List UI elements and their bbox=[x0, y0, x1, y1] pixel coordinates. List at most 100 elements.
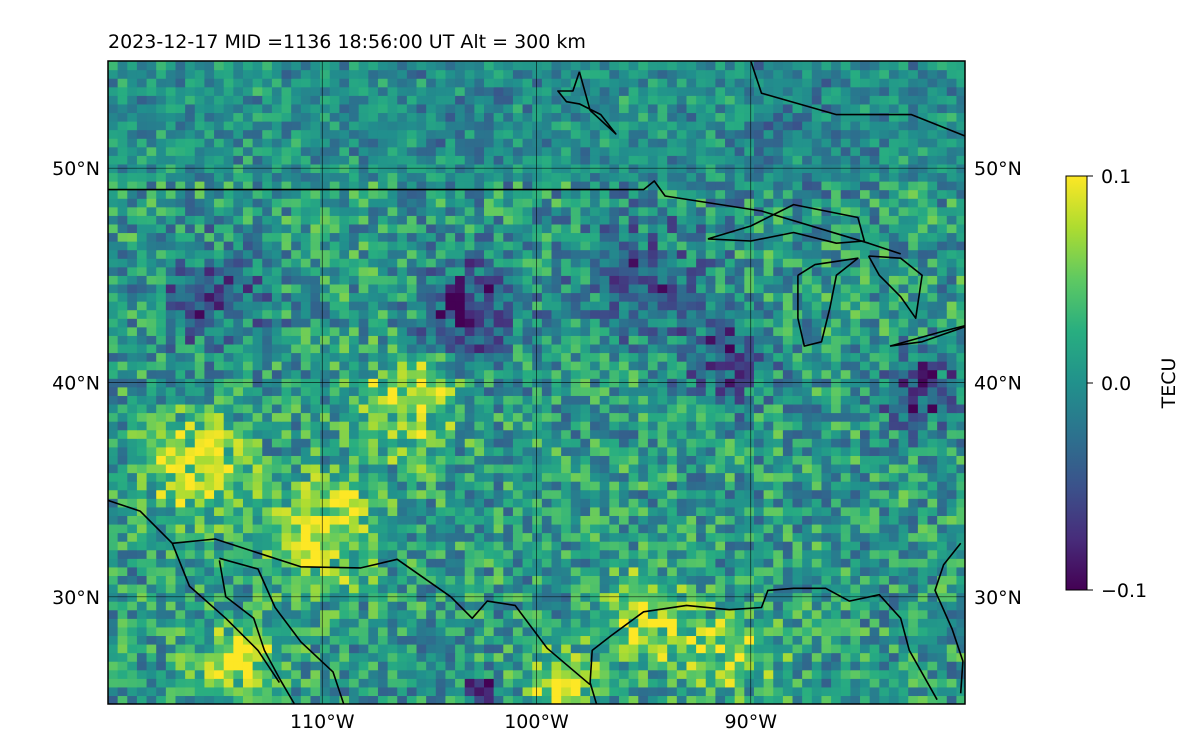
heatmap-cell bbox=[744, 626, 755, 637]
heatmap-cell bbox=[397, 481, 408, 491]
heatmap-cell bbox=[242, 549, 254, 559]
heatmap-cell bbox=[782, 335, 794, 345]
heatmap-cell bbox=[917, 232, 929, 242]
heatmap-cell bbox=[416, 275, 427, 285]
heatmap-cell bbox=[638, 549, 649, 559]
heatmap-cell bbox=[860, 343, 871, 354]
heatmap-cell bbox=[223, 301, 234, 311]
heatmap-cell bbox=[214, 241, 225, 251]
heatmap-cell bbox=[715, 695, 726, 704]
heatmap-cell bbox=[484, 566, 495, 576]
heatmap-cell bbox=[696, 369, 707, 379]
heatmap-cell bbox=[696, 421, 707, 431]
heatmap-cell bbox=[339, 455, 350, 465]
heatmap-cell bbox=[214, 506, 225, 516]
heatmap-cell bbox=[271, 403, 283, 414]
heatmap-cell bbox=[686, 481, 697, 491]
heatmap-cell bbox=[734, 515, 745, 525]
heatmap-cell bbox=[580, 326, 591, 336]
heatmap-cell bbox=[368, 275, 379, 285]
heatmap-cell bbox=[831, 652, 842, 662]
heatmap-cell bbox=[956, 343, 965, 354]
heatmap-cell bbox=[792, 369, 803, 379]
heatmap-cell bbox=[349, 652, 360, 662]
heatmap-cell bbox=[387, 241, 398, 251]
heatmap-cell bbox=[811, 249, 823, 259]
heatmap-cell bbox=[927, 223, 938, 234]
heatmap-cell bbox=[638, 335, 649, 345]
heatmap-cell bbox=[811, 301, 823, 311]
heatmap-cell bbox=[146, 601, 157, 611]
heatmap-cell bbox=[696, 403, 707, 414]
heatmap-cell bbox=[618, 609, 630, 619]
heatmap-cell bbox=[329, 481, 340, 491]
heatmap-cell bbox=[223, 438, 234, 448]
heatmap-cell bbox=[136, 558, 148, 568]
heatmap-cell bbox=[194, 232, 206, 242]
heatmap-cell bbox=[358, 661, 369, 671]
heatmap-cell bbox=[753, 498, 765, 508]
heatmap-cell bbox=[570, 463, 582, 474]
heatmap-cell bbox=[310, 635, 321, 645]
heatmap-cell bbox=[561, 678, 572, 688]
heatmap-cell bbox=[831, 361, 842, 371]
heatmap-cell bbox=[898, 446, 909, 456]
heatmap-cell bbox=[618, 241, 630, 251]
heatmap-cell bbox=[532, 232, 543, 242]
heatmap-cell bbox=[146, 343, 157, 354]
heatmap-cell bbox=[117, 626, 128, 637]
heatmap-cell bbox=[628, 515, 639, 525]
heatmap-cell bbox=[464, 429, 475, 439]
heatmap-cell bbox=[426, 258, 437, 268]
heatmap-cell bbox=[773, 429, 784, 439]
heatmap-cell bbox=[590, 232, 601, 242]
heatmap-cell bbox=[561, 609, 572, 619]
heatmap-cell bbox=[522, 369, 533, 379]
heatmap-cell bbox=[416, 558, 427, 568]
heatmap-cell bbox=[744, 369, 755, 379]
heatmap-cell bbox=[917, 609, 929, 619]
heatmap-cell bbox=[146, 258, 157, 268]
heatmap-cell bbox=[426, 498, 437, 508]
heatmap-cell bbox=[329, 669, 340, 679]
heatmap-cell bbox=[108, 429, 119, 439]
heatmap-cell bbox=[561, 292, 572, 302]
heatmap-cell bbox=[349, 283, 360, 294]
heatmap-cell bbox=[831, 283, 842, 294]
heatmap-cell bbox=[927, 386, 938, 396]
heatmap-cell bbox=[860, 635, 871, 645]
heatmap-cell bbox=[377, 283, 389, 294]
heatmap-cell bbox=[455, 438, 466, 448]
heatmap-cell bbox=[455, 241, 466, 251]
heatmap-cell bbox=[888, 558, 900, 568]
heatmap-cell bbox=[310, 583, 321, 594]
heatmap-cell bbox=[927, 609, 938, 619]
heatmap-cell bbox=[686, 369, 697, 379]
heatmap-cell bbox=[406, 626, 418, 637]
heatmap-cell bbox=[696, 643, 707, 654]
heatmap-cell bbox=[937, 481, 948, 491]
heatmap-cell bbox=[946, 369, 958, 379]
heatmap-cell bbox=[271, 343, 283, 354]
heatmap-cell bbox=[715, 343, 726, 354]
heatmap-cell bbox=[242, 618, 254, 628]
heatmap-cell bbox=[503, 249, 514, 259]
heatmap-cell bbox=[165, 421, 177, 431]
heatmap-cell bbox=[705, 258, 716, 268]
heatmap-cell bbox=[647, 438, 659, 448]
heatmap-cell bbox=[426, 523, 437, 534]
heatmap-cell bbox=[156, 635, 167, 645]
heatmap-cell bbox=[214, 635, 225, 645]
heatmap-cell bbox=[522, 566, 533, 576]
heatmap-cell bbox=[455, 429, 466, 439]
heatmap-cell bbox=[233, 326, 244, 336]
heatmap-cell bbox=[927, 626, 938, 637]
heatmap-cell bbox=[108, 386, 119, 396]
heatmap-cell bbox=[618, 506, 630, 516]
heatmap-cell bbox=[676, 283, 688, 294]
heatmap-cell bbox=[512, 318, 524, 328]
heatmap-cell bbox=[281, 609, 292, 619]
heatmap-cell bbox=[869, 438, 880, 448]
heatmap-cell bbox=[657, 541, 668, 551]
heatmap-cell bbox=[416, 223, 427, 234]
